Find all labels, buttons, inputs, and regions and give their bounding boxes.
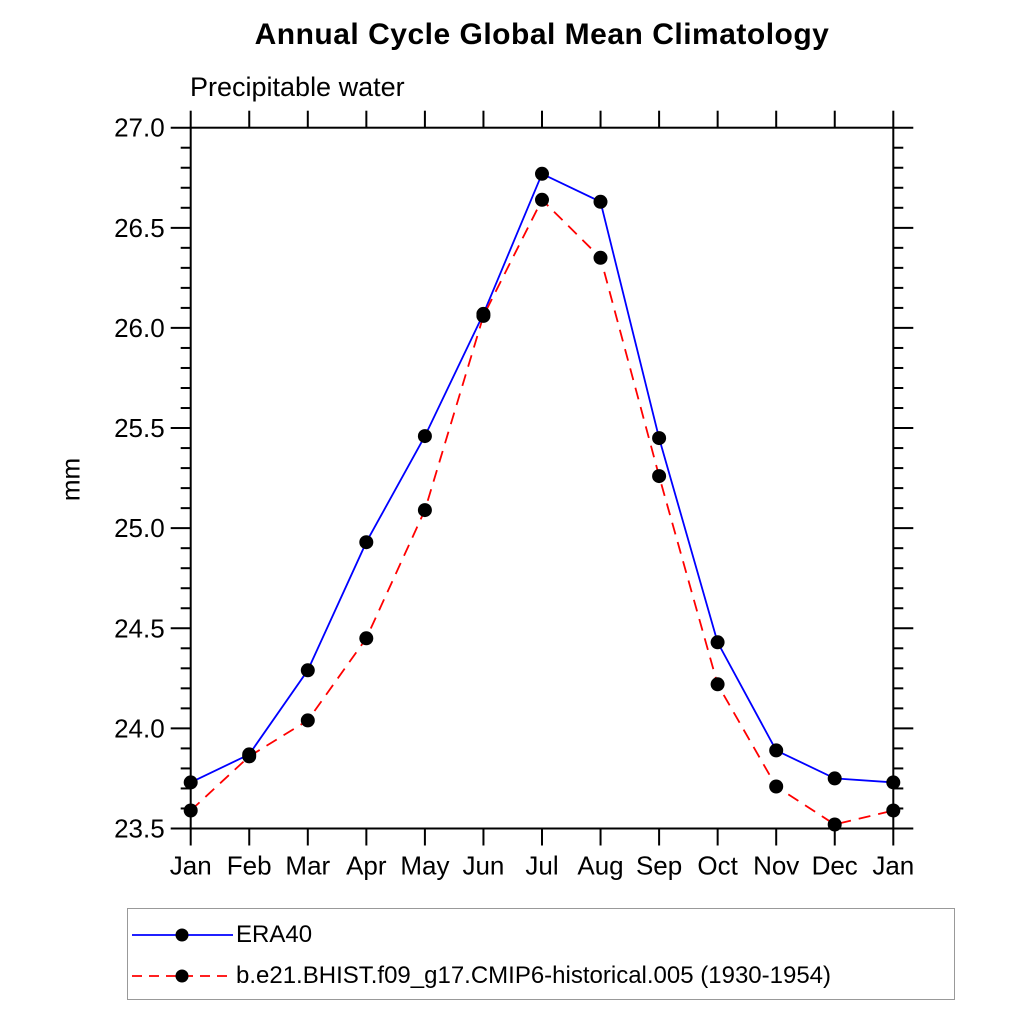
y-axis-labels: 23.5 24.0 24.5 25.0 25.5 26.0 26.5 27.0 xyxy=(114,113,165,844)
series-line-1 xyxy=(190,198,894,826)
legend-label: ERA40 xyxy=(236,921,313,948)
svg-text:Mar: Mar xyxy=(285,851,330,881)
x-axis-labels: Jan Feb Mar Apr May Jun Jul Aug Sep Oct Nov Dec Jan xyxy=(170,851,915,881)
svg-text:25.0: 25.0 xyxy=(114,513,165,543)
legend-entry-era40: ERA40 xyxy=(132,921,313,948)
svg-text:26.0: 26.0 xyxy=(114,313,165,343)
legend-line-sample-icon xyxy=(132,928,233,942)
svg-text:Jun: Jun xyxy=(462,851,504,881)
chart-subtitle: Precipitable water xyxy=(190,72,405,102)
plot-frame xyxy=(189,126,895,830)
svg-text:27.0: 27.0 xyxy=(114,113,165,143)
svg-text:Dec: Dec xyxy=(812,851,858,881)
svg-text:Jul: Jul xyxy=(525,851,558,881)
svg-text:23.5: 23.5 xyxy=(114,814,165,844)
svg-text:24.5: 24.5 xyxy=(114,613,165,643)
svg-text:May: May xyxy=(400,851,449,881)
svg-text:25.5: 25.5 xyxy=(114,413,165,443)
svg-text:Jan: Jan xyxy=(170,851,212,881)
y-axis-ticks xyxy=(170,126,914,830)
svg-text:Apr: Apr xyxy=(346,851,387,881)
svg-text:26.5: 26.5 xyxy=(114,213,165,243)
svg-text:Jan: Jan xyxy=(872,851,914,881)
svg-text:Nov: Nov xyxy=(753,851,799,881)
series-line-0 xyxy=(190,172,894,784)
legend-entry-model: b.e21.BHIST.f09_g17.CMIP6-historical.005… xyxy=(132,962,832,989)
legend-line-sample-icon xyxy=(132,969,233,983)
legend-label: b.e21.BHIST.f09_g17.CMIP6-historical.005… xyxy=(236,962,832,989)
legend: ERA40 b.e21.BHIST.f09_g17.CMIP6-historic… xyxy=(127,908,955,1000)
series-markers-0 xyxy=(183,166,901,790)
svg-text:Oct: Oct xyxy=(697,851,738,881)
svg-text:Aug: Aug xyxy=(577,851,623,881)
svg-text:Sep: Sep xyxy=(636,851,682,881)
chart-title: Annual Cycle Global Mean Climatology xyxy=(254,18,830,51)
series-markers-1 xyxy=(183,192,901,832)
x-axis-ticks xyxy=(189,110,895,846)
svg-text:Feb: Feb xyxy=(227,851,272,881)
svg-text:24.0: 24.0 xyxy=(114,713,165,743)
